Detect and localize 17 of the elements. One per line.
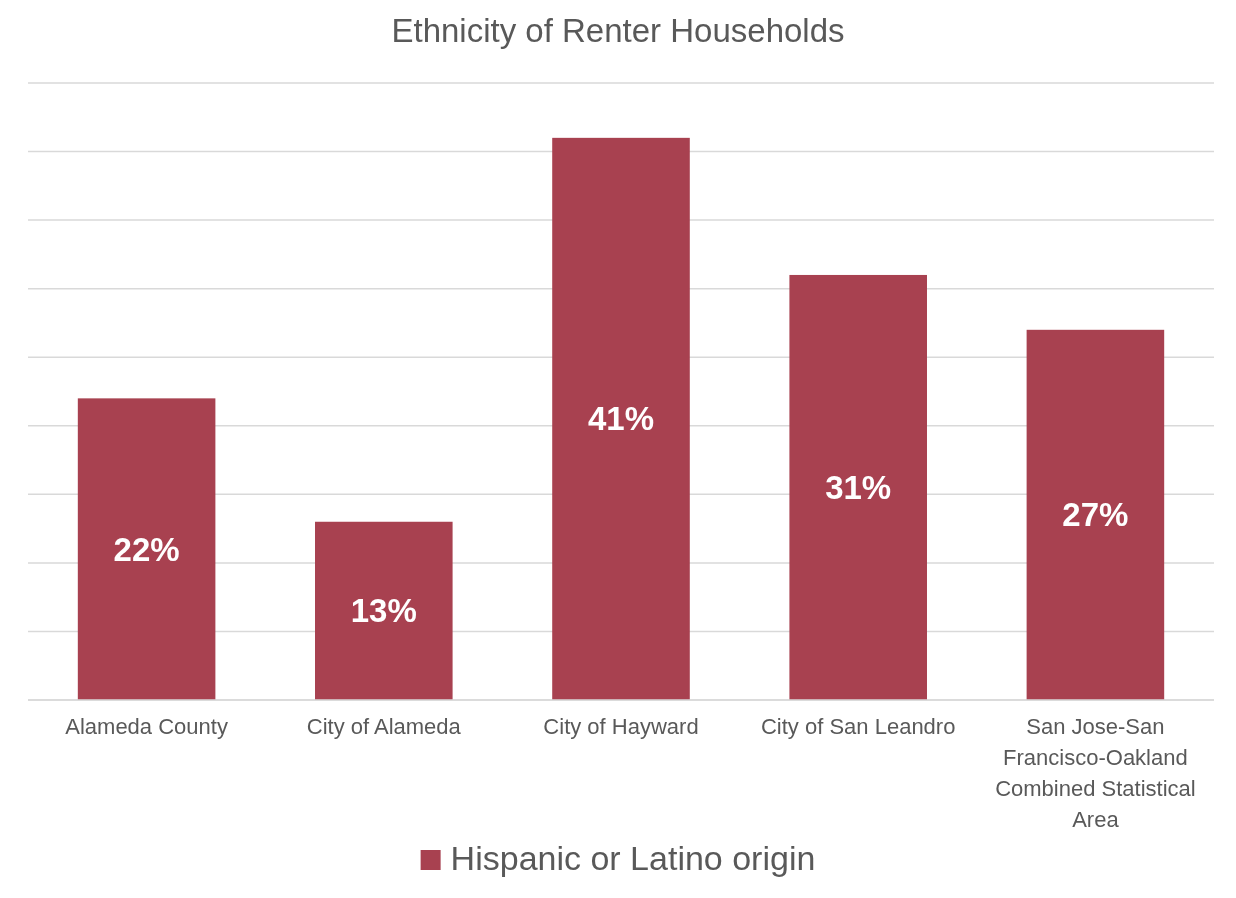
data-label: 22% <box>113 530 180 568</box>
data-label: 41% <box>587 400 655 438</box>
x-tick-label: City of San Leandro <box>760 714 956 739</box>
x-tick-label: City of Hayward <box>543 714 699 739</box>
x-tick-label: San Jose-San Francisco-Oakland Combined Statistical Area <box>995 714 1196 832</box>
bar <box>315 521 453 700</box>
bar <box>552 137 690 700</box>
x-tick-label: City of Alameda <box>306 714 462 739</box>
data-label: 13% <box>350 592 417 630</box>
bar <box>789 274 927 700</box>
data-label: 27% <box>1062 496 1129 534</box>
bar <box>77 398 216 700</box>
data-label: 31% <box>825 468 892 506</box>
chart-title: Ethnicity of Renter Households <box>391 12 845 49</box>
x-tick-label: Alameda County <box>65 714 228 739</box>
legend-label: Hispanic or Latino origin <box>450 839 816 877</box>
bar <box>1026 329 1165 700</box>
